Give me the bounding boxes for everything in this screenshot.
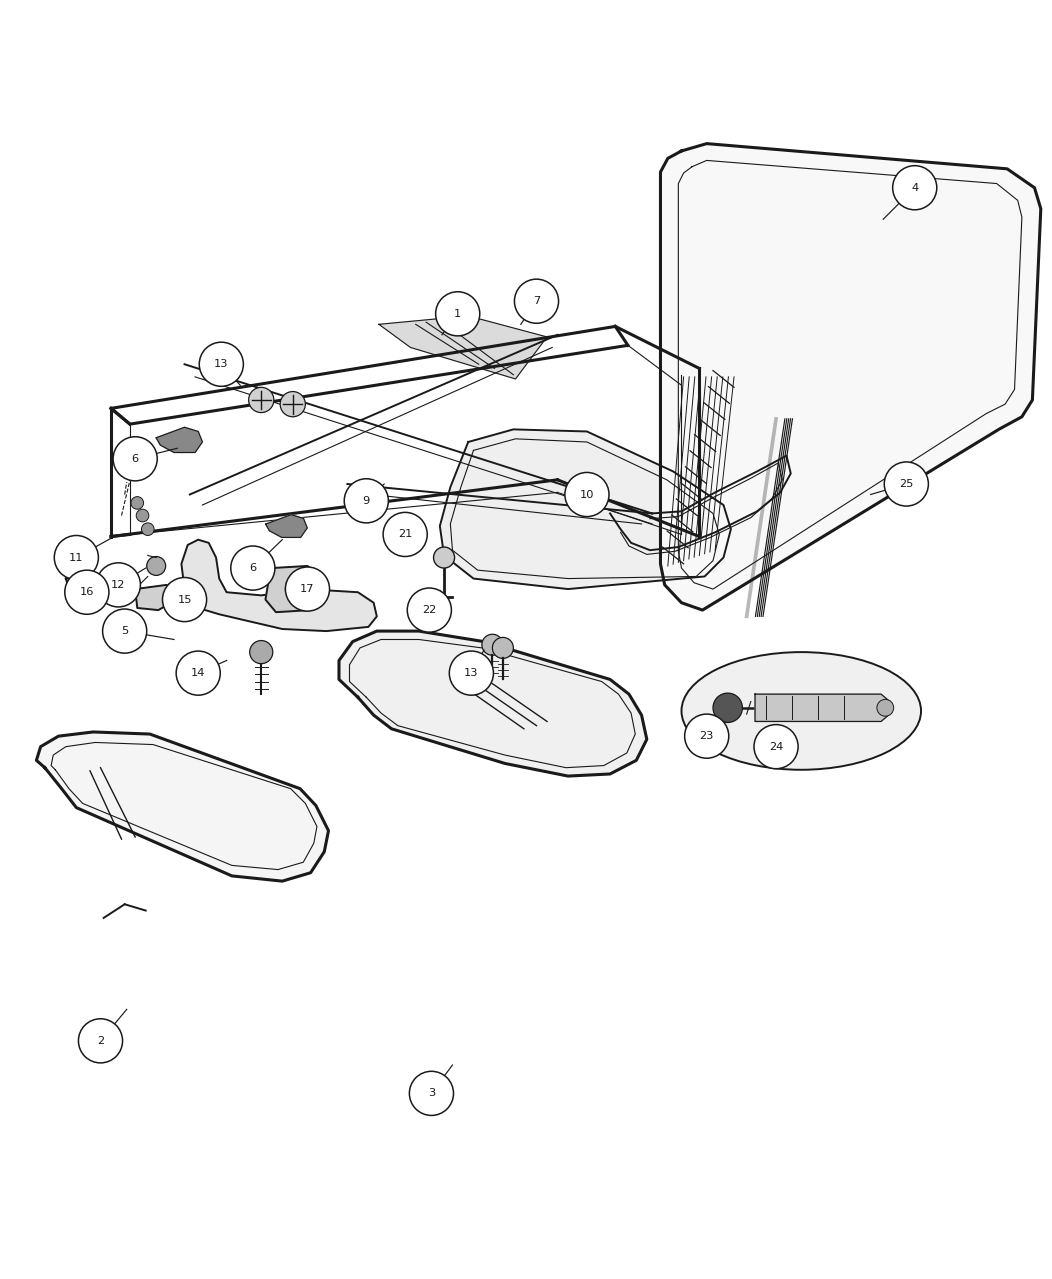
Text: 15: 15: [178, 595, 191, 605]
Circle shape: [199, 343, 243, 386]
Circle shape: [492, 637, 513, 659]
Text: 6: 6: [249, 563, 257, 573]
Text: 13: 13: [214, 359, 228, 370]
Text: 9: 9: [363, 496, 370, 505]
Circle shape: [344, 478, 388, 523]
Text: 14: 14: [191, 668, 205, 678]
Circle shape: [248, 388, 274, 413]
Text: 10: 10: [580, 490, 594, 500]
Circle shape: [565, 472, 609, 517]
Circle shape: [409, 1072, 453, 1115]
Circle shape: [176, 651, 220, 696]
Text: 23: 23: [700, 732, 714, 741]
Circle shape: [514, 279, 559, 324]
Circle shape: [885, 462, 928, 506]
Circle shape: [65, 570, 109, 614]
Circle shape: [114, 436, 157, 481]
Text: 21: 21: [398, 530, 412, 540]
Text: 7: 7: [533, 297, 540, 306]
Circle shape: [230, 546, 275, 590]
Ellipse shape: [682, 652, 922, 770]
Circle shape: [436, 292, 480, 336]
Text: 25: 25: [899, 480, 913, 489]
Polygon shape: [266, 514, 307, 537]
Circle shape: [146, 556, 165, 576]
Circle shape: [141, 523, 154, 536]
Circle shape: [893, 166, 936, 210]
Polygon shape: [755, 694, 889, 721]
Text: 2: 2: [97, 1036, 104, 1046]
Polygon shape: [265, 565, 326, 613]
Polygon shape: [379, 316, 547, 379]
Polygon shape: [66, 574, 115, 600]
Circle shape: [130, 496, 143, 509]
Circle shape: [79, 1019, 123, 1063]
Circle shape: [136, 509, 148, 522]
Circle shape: [713, 693, 743, 723]
Circle shape: [285, 567, 329, 611]
Polygon shape: [181, 540, 377, 631]
Text: 16: 16: [80, 587, 94, 597]
Text: 22: 22: [422, 605, 437, 615]
Polygon shape: [440, 430, 731, 590]
Circle shape: [55, 536, 99, 579]
Circle shape: [877, 700, 894, 716]
Circle shape: [285, 579, 304, 599]
Circle shape: [449, 651, 493, 696]
Text: 6: 6: [132, 454, 139, 464]
Text: 5: 5: [121, 627, 128, 636]
Circle shape: [162, 578, 206, 622]
Text: 4: 4: [911, 183, 918, 193]
Text: 12: 12: [112, 579, 125, 590]
Circle shape: [407, 588, 451, 632]
Text: 1: 1: [454, 308, 462, 318]
Circle shape: [482, 634, 503, 655]
Circle shape: [280, 391, 305, 417]
Circle shape: [103, 609, 146, 654]
Polygon shape: [661, 143, 1040, 610]
Polygon shape: [339, 631, 647, 776]
Circle shape: [754, 725, 798, 769]
Polygon shape: [37, 732, 328, 881]
Polygon shape: [135, 585, 177, 610]
Text: 3: 3: [428, 1088, 436, 1099]
Text: 24: 24: [769, 742, 783, 752]
Text: 11: 11: [69, 553, 83, 563]
Text: 17: 17: [300, 585, 315, 593]
Circle shape: [685, 714, 729, 758]
Text: 13: 13: [464, 668, 479, 678]
Polygon shape: [156, 427, 202, 453]
Circle shape: [249, 641, 272, 664]
Circle shape: [383, 513, 427, 556]
Circle shape: [433, 547, 454, 568]
Circle shape: [97, 563, 140, 608]
